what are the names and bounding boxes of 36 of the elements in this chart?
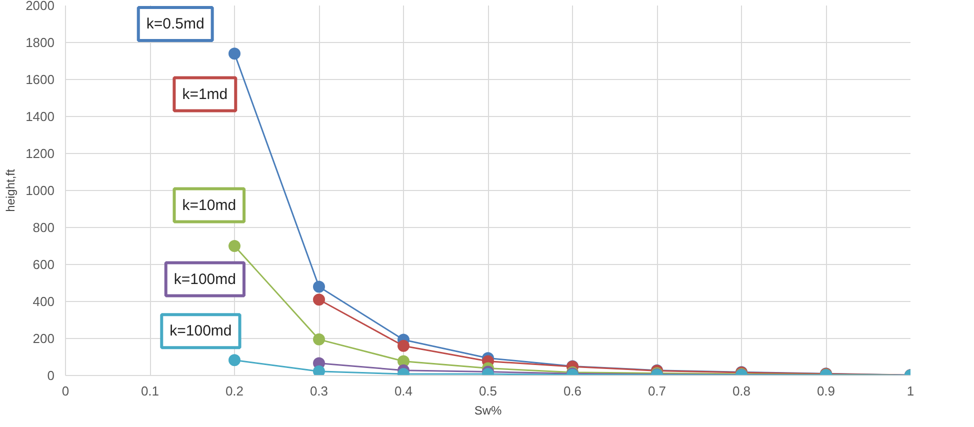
y-tick-label: 1000 (26, 183, 54, 198)
x-tick-label: 0.9 (816, 384, 836, 398)
x-tick-label: 0.6 (563, 384, 582, 398)
point (228, 240, 240, 252)
text: k=1md (182, 86, 228, 103)
point (313, 294, 325, 306)
point (398, 340, 410, 352)
y-tick-label: 200 (32, 331, 55, 346)
x-tick-label: 0.3 (310, 384, 328, 398)
y-tick-label: 1200 (26, 146, 54, 161)
x-tick-label: 0.8 (732, 384, 751, 398)
x-tick-label: 1 (906, 384, 914, 398)
x-tick-label: 0.2 (225, 384, 244, 398)
y-axis-title: height,ft (4, 168, 18, 212)
y-tick-label: 2000 (26, 0, 54, 13)
x-tick-label: 0.4 (394, 384, 413, 398)
series-label: k=10md (182, 196, 236, 214)
point (228, 354, 240, 366)
x-tick-label: 0.7 (648, 384, 666, 398)
text: k=0.5md (146, 16, 204, 32)
point (313, 365, 325, 376)
y-tick-label: 800 (32, 220, 55, 235)
text: k=100md (174, 270, 236, 288)
y-tick-label: 1800 (26, 35, 54, 50)
y-tick-label: 0 (47, 368, 55, 383)
point (313, 333, 325, 346)
y-tick-label: 1600 (26, 72, 54, 87)
x-tick-label: 0 (62, 384, 70, 398)
x-axis-title: Sw% (474, 404, 502, 418)
x-tick-label: 0.1 (140, 384, 160, 398)
series-label: k=100md (170, 322, 232, 340)
x-tick-label: 0.5 (478, 384, 498, 398)
y-tick-label: 600 (32, 257, 55, 272)
y-tick-label: 400 (32, 294, 55, 309)
y-tick-label: 1400 (26, 109, 54, 124)
point (313, 280, 325, 293)
